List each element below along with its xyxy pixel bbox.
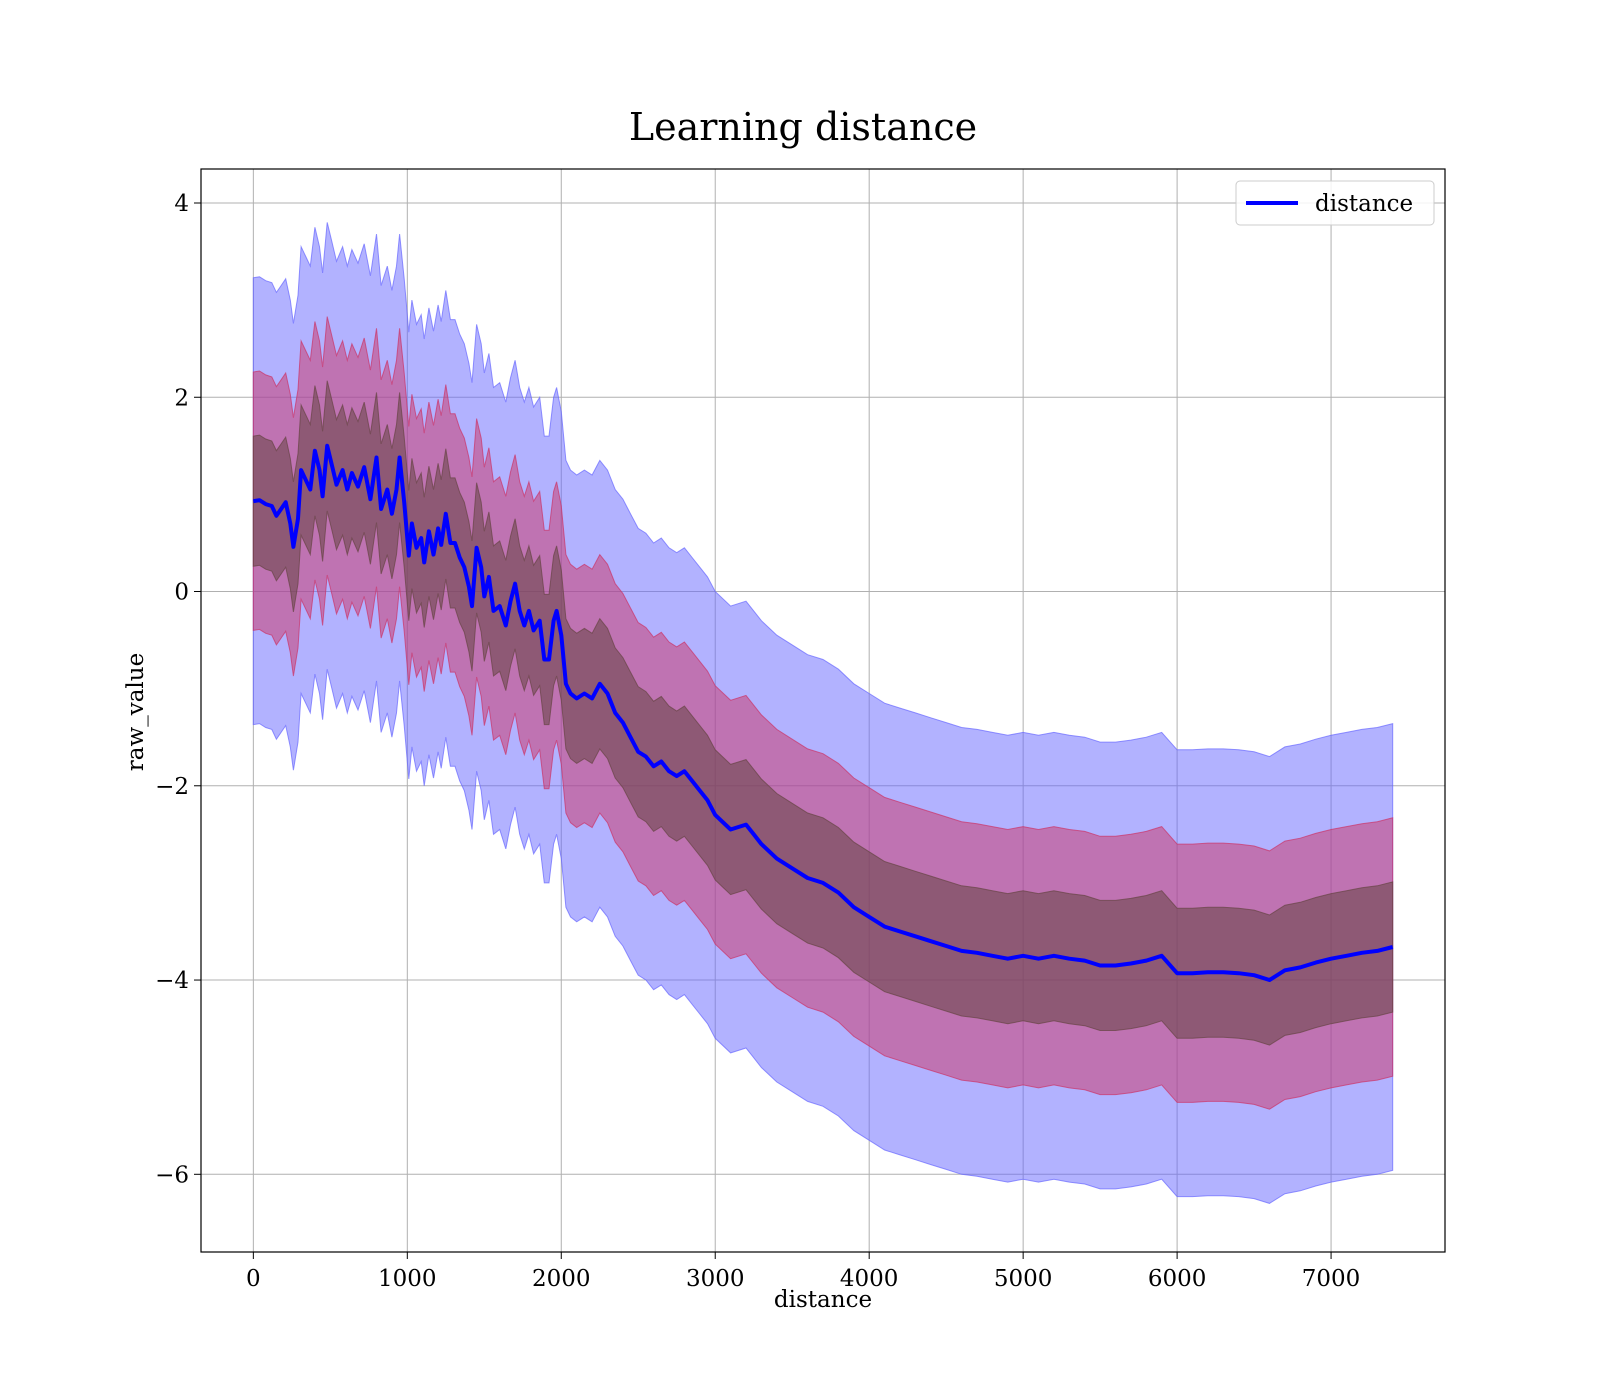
plot-frame — [200, 168, 1446, 1253]
y-tick-label: −6 — [155, 1162, 189, 1188]
x-axis-ticks: 0 1000 2000 3000 4000 5000 6000 7000 — [246, 1252, 1360, 1292]
y-tick-label: −2 — [155, 774, 189, 800]
x-tick-label: 5000 — [994, 1266, 1053, 1292]
x-tick-label: 1000 — [378, 1266, 437, 1292]
x-tick-label: 2000 — [532, 1266, 591, 1292]
x-axis-label: distance — [774, 1287, 872, 1313]
y-tick-label: 4 — [174, 191, 189, 217]
y-axis-label: raw_value — [123, 653, 149, 771]
x-tick-label: 4000 — [840, 1266, 899, 1292]
legend: distance — [1235, 180, 1435, 226]
band-inner — [252, 380, 1394, 1046]
x-tick-label: 0 — [246, 1266, 261, 1292]
y-tick-label: 0 — [174, 580, 189, 606]
y-tick-label: 2 — [174, 385, 189, 411]
x-tick-label: 6000 — [1148, 1266, 1207, 1292]
series-line-layer — [252, 443, 1394, 982]
confidence-bands — [252, 222, 1394, 1204]
chart-title: Learning distance — [629, 105, 977, 149]
y-axis-ticks: 4 2 0 −2 −4 −6 — [155, 191, 201, 1188]
legend-box — [1235, 180, 1435, 226]
series-line-distance — [252, 443, 1394, 982]
y-tick-label: −4 — [155, 968, 189, 994]
x-tick-label: 3000 — [686, 1266, 745, 1292]
x-tick-label: 7000 — [1302, 1266, 1361, 1292]
legend-label: distance — [1315, 191, 1413, 217]
